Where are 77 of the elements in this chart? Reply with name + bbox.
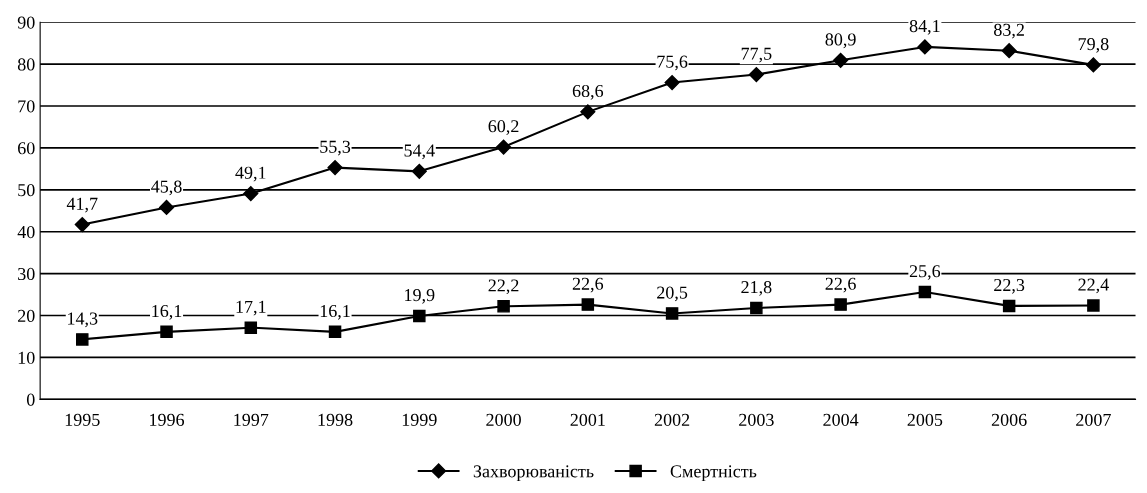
x-tick-label: 2004 <box>823 413 859 426</box>
x-tick-label: 2005 <box>907 413 943 426</box>
point <box>496 139 512 155</box>
data-label: 19,9 <box>405 289 435 304</box>
x-tick-label: 2001 <box>570 413 605 426</box>
point <box>328 325 342 339</box>
legend-label: Смертність <box>670 465 757 482</box>
data-label: 55,3 <box>320 140 351 156</box>
y-tick-label: 40 <box>17 225 35 239</box>
point <box>834 298 847 311</box>
x-tick-label: 1998 <box>318 413 353 426</box>
y-tick-label: 20 <box>18 309 35 322</box>
point <box>411 163 427 179</box>
data-label: 21,8 <box>741 281 772 296</box>
point <box>918 285 932 299</box>
data-label: 83,2 <box>994 23 1024 39</box>
legend-label: Захворюваність <box>473 465 594 482</box>
point <box>580 104 596 120</box>
x-tick-label: 2003 <box>739 413 774 426</box>
data-label: 54,4 <box>404 144 435 160</box>
point <box>748 66 764 83</box>
x-tick-label: 1995 <box>65 413 100 426</box>
y-tick-label: 10 <box>18 351 35 364</box>
y-tick-label: 90 <box>17 16 35 29</box>
point <box>1001 43 1017 59</box>
data-label: 77,5 <box>741 47 772 63</box>
data-label: 60,2 <box>488 120 519 135</box>
point <box>750 301 763 315</box>
point <box>413 309 426 323</box>
point <box>160 325 173 339</box>
data-label: 20,5 <box>657 286 688 302</box>
point <box>74 217 90 233</box>
y-tick-label: 60 <box>18 142 35 155</box>
data-label: 84,1 <box>909 19 940 35</box>
data-label: 16,1 <box>320 304 350 320</box>
x-tick-label: 2006 <box>991 413 1027 426</box>
point <box>917 39 933 55</box>
x-tick-label: 2002 <box>654 413 690 426</box>
point <box>158 199 175 215</box>
x-tick-label: 1996 <box>150 413 185 426</box>
point <box>833 52 849 68</box>
point <box>581 298 595 311</box>
data-label: 75,6 <box>657 55 688 71</box>
x-tick-label: 1997 <box>234 413 269 426</box>
data-label: 22,3 <box>994 278 1025 294</box>
x-tick-label: 2007 <box>1076 413 1111 426</box>
data-label: 79,8 <box>1078 37 1109 53</box>
y-tick-label: 0 <box>26 393 35 406</box>
point <box>243 186 259 202</box>
data-label: 68,6 <box>572 84 604 100</box>
point <box>664 74 680 91</box>
data-label: 80,9 <box>825 33 856 49</box>
data-label: 16,1 <box>152 304 182 320</box>
data-label: 41,7 <box>66 197 98 213</box>
y-tick-label: 80 <box>17 58 35 71</box>
point <box>1087 299 1100 312</box>
data-label: 45,8 <box>151 180 182 196</box>
y-tick-label: 70 <box>18 100 35 113</box>
data-label: 25,6 <box>909 265 941 280</box>
data-label: 14,3 <box>68 312 98 328</box>
data-label: 22,4 <box>1078 278 1109 294</box>
point <box>1002 299 1016 313</box>
point <box>244 321 258 334</box>
data-label: 17,1 <box>236 300 266 316</box>
data-label: 22,6 <box>825 277 856 293</box>
x-tick-label: 2000 <box>486 413 521 426</box>
x-tick-label: 1999 <box>402 413 437 426</box>
data-label: 49,1 <box>235 166 266 182</box>
data-label: 22,2 <box>488 279 519 295</box>
point <box>327 160 343 176</box>
data-label: 22,6 <box>572 277 604 293</box>
y-tick-label: 50 <box>18 184 35 197</box>
point <box>497 300 510 313</box>
y-tick-label: 30 <box>18 267 35 281</box>
point <box>665 307 679 320</box>
point <box>76 333 89 346</box>
point <box>1085 57 1101 73</box>
